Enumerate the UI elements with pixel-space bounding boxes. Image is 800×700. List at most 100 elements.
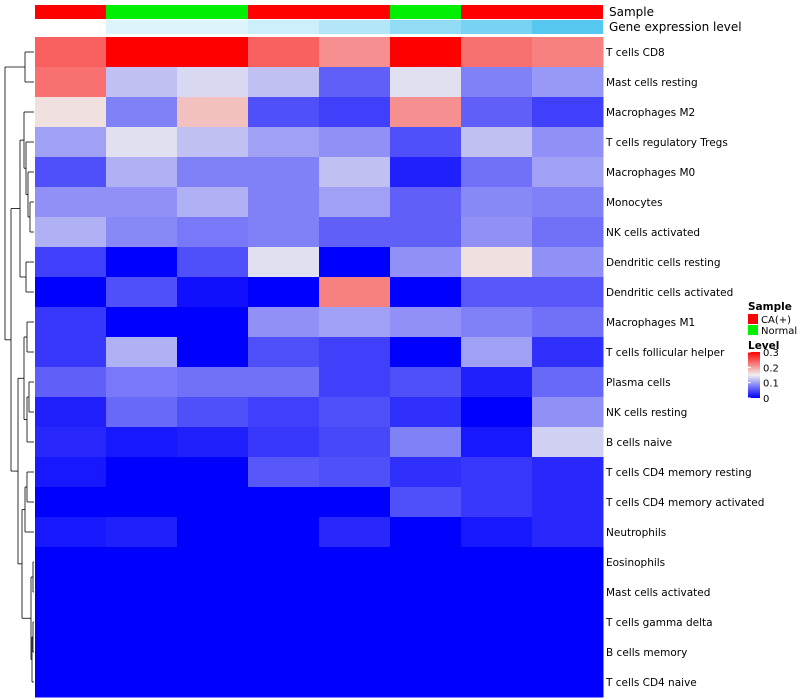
heatmap-cell: [461, 547, 533, 578]
heatmap-cell: [319, 487, 391, 518]
heatmap-cell: [177, 427, 249, 458]
row-dendrogram: [4, 51, 34, 683]
sample-annotation-cell: [177, 5, 248, 19]
row-label: T cells CD4 memory resting: [605, 467, 752, 479]
heatmap-cell: [390, 577, 462, 608]
heatmap-cell: [248, 637, 320, 668]
heatmap-cell: [319, 187, 391, 218]
heatmap-cell: [461, 337, 533, 368]
heatmap-cell: [177, 67, 249, 98]
heatmap-cell: [532, 277, 604, 308]
heatmap-cell: [532, 667, 604, 698]
heatmap-cell: [319, 427, 391, 458]
row-label: Mast cells activated: [606, 587, 710, 599]
heatmap-cell: [177, 97, 249, 128]
heatmap-cell: [106, 487, 178, 518]
heatmap-cell: [319, 97, 391, 128]
heatmap-cell: [106, 157, 178, 188]
heatmap-cell: [319, 397, 391, 428]
level-tick-label: 0.2: [763, 363, 779, 374]
heatmap-cell: [177, 577, 249, 608]
row-label: B cells memory: [606, 647, 687, 659]
heatmap-cell: [390, 667, 462, 698]
heatmap-cell: [106, 127, 178, 158]
heatmap-cell: [319, 517, 391, 548]
heatmap-cell: [177, 487, 249, 518]
heatmap-cell: [461, 127, 533, 158]
heatmap-cell: [35, 187, 107, 218]
heatmap-cell: [390, 247, 462, 278]
heatmap-cell: [532, 547, 604, 578]
heatmap-cell: [177, 637, 249, 668]
heatmap-cell: [177, 337, 249, 368]
heatmap-cell: [35, 37, 107, 68]
heatmap-cell: [248, 67, 320, 98]
heatmap-cell: [532, 247, 604, 278]
legend-swatch: [748, 325, 758, 335]
sample-track-label: Sample: [609, 5, 654, 19]
heatmap-cell: [106, 637, 178, 668]
heatmap-cell: [461, 427, 533, 458]
heatmap-cell: [106, 667, 178, 698]
heatmap-cell: [319, 277, 391, 308]
row-label: T cells CD4 naive: [605, 677, 697, 689]
heatmap-cell: [248, 157, 320, 188]
expression-annotation-cell: [390, 20, 461, 34]
heatmap-cell: [390, 487, 462, 518]
heatmap-cell: [390, 187, 462, 218]
expression-annotation-cell: [248, 20, 319, 34]
heatmap-cell: [248, 247, 320, 278]
row-label: Neutrophils: [606, 527, 666, 539]
heatmap-cell: [390, 547, 462, 578]
row-label: Dendritic cells resting: [606, 257, 721, 269]
heatmap-cell: [106, 187, 178, 218]
heatmap-cell: [177, 607, 249, 638]
heatmap-cell: [106, 337, 178, 368]
expression-annotation-cell: [177, 20, 248, 34]
heatmap-cell: [35, 577, 107, 608]
heatmap-cell: [35, 607, 107, 638]
heatmap-cell: [390, 37, 462, 68]
heatmap-cell: [35, 637, 107, 668]
heatmap-cell: [106, 547, 178, 578]
heatmap-cell: [532, 157, 604, 188]
heatmap-cell: [106, 37, 178, 68]
heatmap-cell: [248, 577, 320, 608]
row-labels: T cells CD8 Mast cells resting Macrophages…: [605, 47, 764, 689]
heatmap-cell: [319, 157, 391, 188]
heatmap-cell: [177, 157, 249, 188]
heatmap-cell: [461, 517, 533, 548]
heatmap-cell: [248, 97, 320, 128]
heatmap-cell: [319, 667, 391, 698]
heatmap-cell: [106, 97, 178, 128]
sample-annotation-cell: [35, 5, 106, 19]
heatmap-cell: [390, 67, 462, 98]
heatmap-cell: [177, 397, 249, 428]
heatmap-cell: [319, 307, 391, 338]
sample-annotation-cell: [248, 5, 319, 19]
heatmap-cell: [35, 667, 107, 698]
row-label: B cells naive: [606, 437, 672, 449]
heatmap-cell: [106, 607, 178, 638]
heatmap-cell: [35, 277, 107, 308]
heatmap-cell: [461, 607, 533, 638]
legend-level-title: Level: [748, 340, 779, 352]
sample-annotation-cell: [319, 5, 390, 19]
heatmap-cell: [319, 337, 391, 368]
heatmap-cell: [106, 457, 178, 488]
expression-annotation-cell: [461, 20, 532, 34]
row-label: T cells CD8: [605, 47, 665, 59]
heatmap-cell: [35, 487, 107, 518]
heatmap-cell: [461, 577, 533, 608]
heatmap-cell: [106, 367, 178, 398]
heatmap-cell: [461, 487, 533, 518]
heatmap-cell: [532, 397, 604, 428]
heatmap-cell: [248, 367, 320, 398]
heatmap-cell: [248, 277, 320, 308]
expression-annotation-cell: [35, 20, 106, 34]
heatmap-cell: [248, 127, 320, 158]
heatmap-cell: [35, 457, 107, 488]
heatmap-cell: [35, 157, 107, 188]
heatmap-cell: [248, 487, 320, 518]
